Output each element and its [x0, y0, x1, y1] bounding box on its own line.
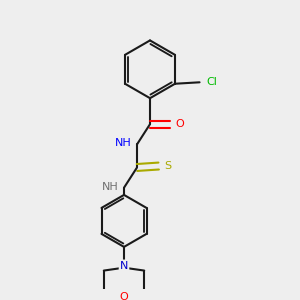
Text: Cl: Cl	[206, 77, 217, 87]
Text: S: S	[164, 161, 171, 171]
Text: N: N	[120, 261, 128, 271]
Text: NH: NH	[102, 182, 119, 192]
Text: O: O	[120, 292, 128, 300]
Text: O: O	[176, 119, 184, 129]
Text: NH: NH	[115, 138, 132, 148]
